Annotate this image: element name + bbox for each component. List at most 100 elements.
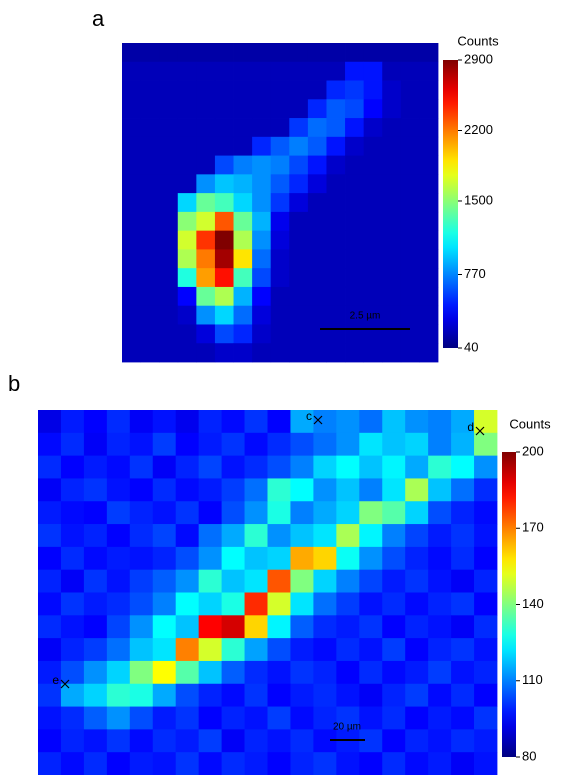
pixel	[290, 592, 314, 616]
pixel	[270, 211, 290, 232]
pixel	[196, 324, 216, 344]
pixel	[175, 592, 200, 616]
pixel	[221, 546, 245, 571]
pixel	[336, 752, 360, 775]
pixel	[363, 61, 383, 81]
pixel	[129, 455, 154, 479]
panel-label: b	[8, 371, 20, 396]
pixel	[129, 729, 154, 753]
pixel	[474, 706, 498, 730]
pixel	[359, 638, 383, 662]
pixel	[428, 432, 452, 457]
pixel	[129, 524, 154, 548]
pixel	[244, 638, 268, 662]
pixel	[289, 249, 309, 269]
pixel	[313, 410, 337, 434]
pixel	[313, 706, 337, 730]
colorbar-tick-label: 770	[464, 266, 486, 281]
pixel	[382, 592, 406, 616]
pixel	[214, 80, 234, 100]
pixel	[106, 432, 131, 457]
pixel	[289, 343, 309, 363]
pixel	[214, 249, 234, 269]
pixel	[382, 174, 402, 194]
pixel	[382, 286, 402, 307]
pixel	[221, 660, 245, 685]
pixel	[198, 546, 222, 571]
pixel	[363, 286, 383, 307]
pixel	[233, 230, 253, 250]
pixel	[159, 230, 179, 250]
pixel	[244, 569, 268, 593]
pixel	[83, 546, 108, 571]
pixel	[359, 478, 383, 502]
pixel	[363, 136, 383, 156]
pixel	[38, 660, 62, 685]
pixel	[140, 155, 160, 175]
pixel	[359, 615, 383, 639]
pixel	[252, 286, 272, 307]
pixel	[159, 193, 179, 213]
pixel	[359, 501, 383, 525]
pixel	[38, 592, 62, 616]
pixel	[267, 638, 291, 662]
pixel	[267, 524, 291, 548]
pixel	[196, 99, 216, 119]
pixel	[196, 286, 216, 307]
heatmap	[122, 43, 439, 363]
pixel	[359, 410, 383, 434]
pixel	[159, 61, 179, 81]
pixel	[140, 61, 160, 81]
pixel	[419, 99, 439, 119]
pixel	[175, 501, 200, 525]
pixel	[129, 501, 154, 525]
pixel	[140, 305, 160, 325]
pixel	[60, 683, 85, 707]
pixel	[152, 752, 177, 775]
pixel	[244, 410, 268, 434]
pixel	[405, 729, 429, 753]
pixel	[140, 324, 160, 344]
pixel	[363, 249, 383, 269]
pixel	[307, 136, 327, 156]
pixel	[428, 615, 452, 639]
pixel	[214, 193, 234, 213]
pixel	[267, 478, 291, 502]
pixel	[267, 729, 291, 753]
pixel	[405, 455, 429, 479]
pixel	[289, 324, 309, 344]
pixel	[244, 501, 268, 525]
pixel	[363, 324, 383, 344]
pixel	[83, 683, 108, 707]
pixel	[345, 286, 365, 307]
pixel	[38, 455, 62, 479]
pixel	[152, 546, 177, 571]
pixel	[451, 638, 475, 662]
pixel	[38, 524, 62, 548]
pixel	[83, 706, 108, 730]
pixel	[233, 61, 253, 81]
pixel	[289, 230, 309, 250]
pixel	[267, 432, 291, 457]
pixel	[252, 249, 272, 269]
pixel	[233, 80, 253, 100]
scale-bar-label: 20 µm	[333, 722, 361, 733]
pixel	[38, 752, 62, 775]
pixel	[307, 305, 327, 325]
pixel	[336, 683, 360, 707]
pixel	[244, 752, 268, 775]
pixel	[244, 478, 268, 502]
pixel	[400, 136, 420, 156]
pixel	[474, 501, 498, 525]
pixel	[129, 706, 154, 730]
pixel	[83, 660, 108, 685]
pixel	[252, 268, 272, 288]
pixel	[336, 592, 360, 616]
pixel	[290, 729, 314, 753]
pixel	[159, 211, 179, 232]
pixel	[382, 455, 406, 479]
annotation-marker	[60, 679, 70, 689]
pixel	[474, 638, 498, 662]
pixel	[152, 592, 177, 616]
pixel	[221, 615, 245, 639]
